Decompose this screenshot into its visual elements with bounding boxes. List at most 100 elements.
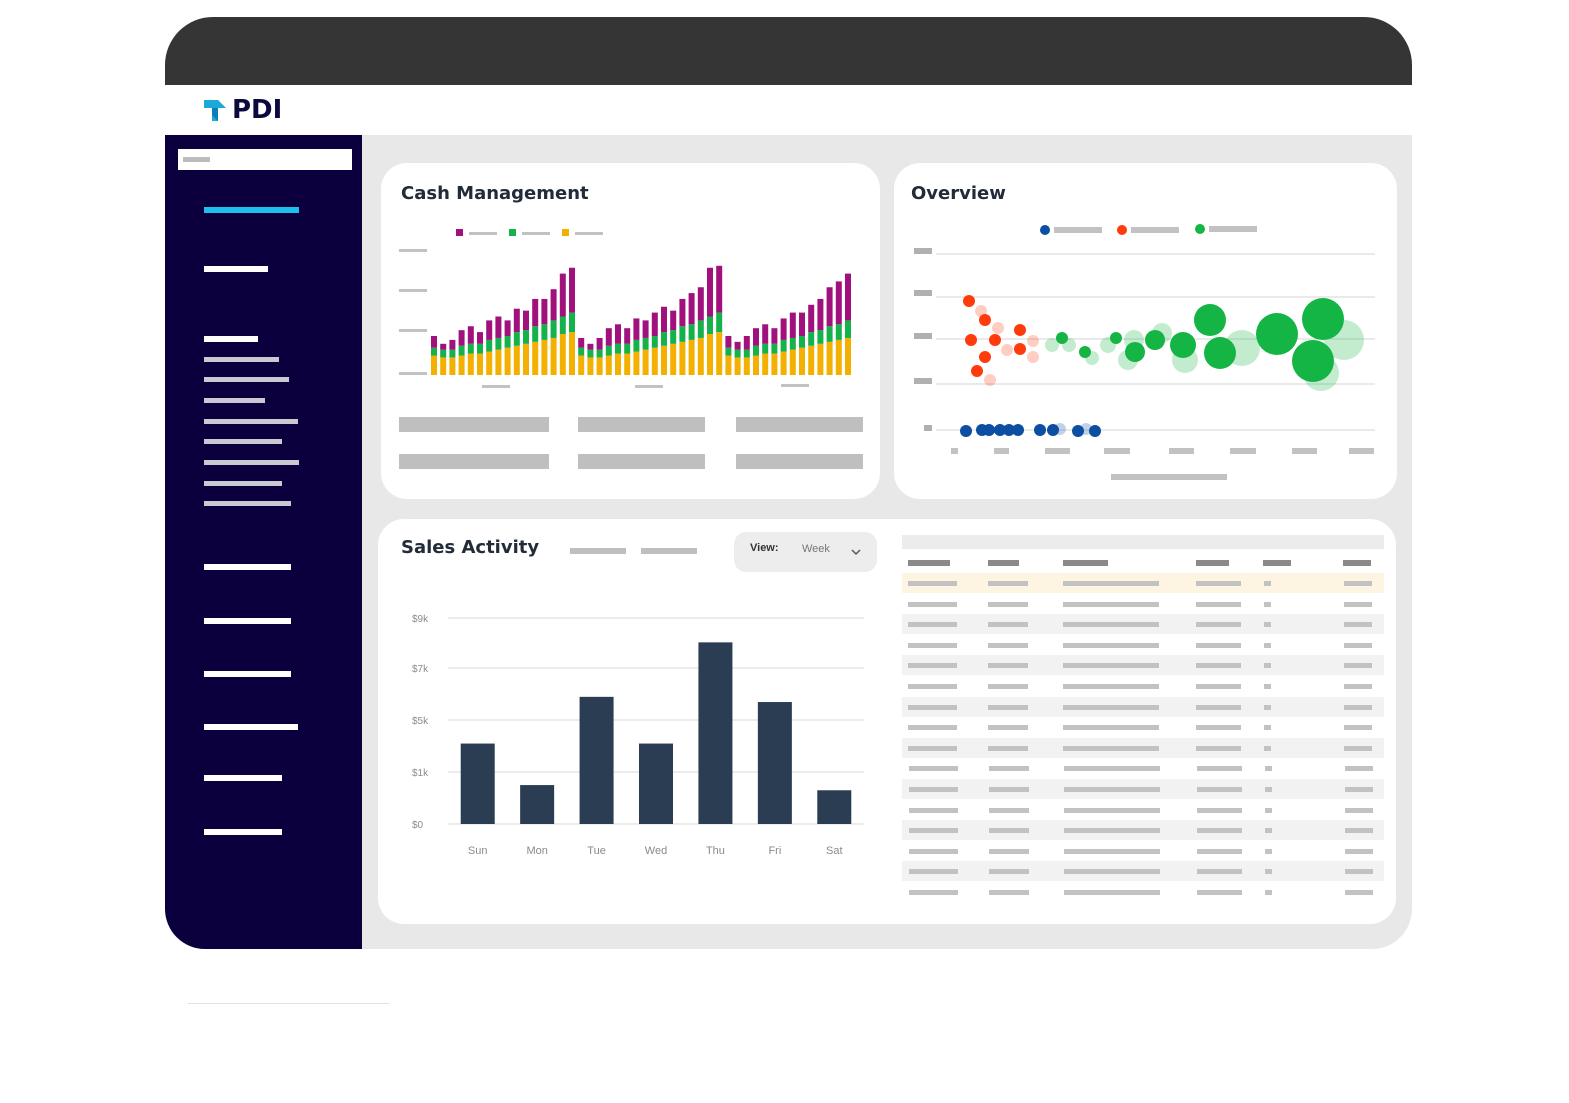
bubble (1204, 337, 1236, 369)
table-row[interactable] (902, 820, 1384, 841)
table-cell (989, 848, 1029, 854)
table-cell (1264, 745, 1271, 751)
table-cell (1345, 828, 1373, 834)
table-row[interactable] (902, 799, 1384, 820)
sidebar-item[interactable] (204, 829, 282, 835)
table-row[interactable] (902, 614, 1384, 635)
table-cell (1344, 684, 1372, 689)
sidebar-item[interactable] (204, 564, 291, 570)
table-row[interactable] (902, 655, 1384, 676)
sidebar-item[interactable] (204, 775, 282, 781)
bar-segment (458, 330, 465, 346)
bar-segment (743, 336, 750, 350)
bar-segment (780, 339, 787, 352)
bar-segment (504, 320, 511, 336)
bar-segment (743, 349, 750, 358)
filter-tab[interactable] (570, 548, 626, 554)
bar-segment (550, 337, 557, 375)
table-row[interactable] (902, 634, 1384, 655)
table-cell (1063, 745, 1159, 751)
x-tick-label: Thu (706, 845, 725, 857)
sidebar-item[interactable] (204, 724, 298, 730)
bar-segment (688, 293, 695, 325)
bar-segment (513, 345, 520, 375)
x-axis-ticks (951, 448, 1374, 480)
pdi-logo[interactable]: PDI (204, 95, 282, 125)
bar-segment (734, 349, 741, 358)
column-header[interactable] (1263, 560, 1291, 566)
table-cell (1196, 704, 1241, 710)
table-cell (1063, 725, 1159, 731)
column-header[interactable] (988, 560, 1019, 566)
bubble (971, 365, 983, 377)
table-cell (1196, 601, 1241, 607)
sidebar-item[interactable] (204, 266, 268, 272)
bar-segment (431, 347, 437, 356)
bar-segment (670, 310, 677, 331)
bar-segment (615, 343, 621, 354)
sidebar-subitem[interactable] (204, 460, 299, 465)
column-header[interactable] (1196, 560, 1229, 566)
bubble (1292, 340, 1334, 382)
bubble (1072, 425, 1084, 437)
bar-segment (808, 332, 815, 346)
view-select[interactable]: View: Week (734, 532, 877, 572)
table-row[interactable] (902, 758, 1384, 779)
table-cell (1264, 684, 1271, 689)
table-cell (988, 642, 1028, 648)
legend-swatch (1195, 224, 1205, 234)
table-row[interactable] (902, 861, 1384, 882)
column-header[interactable] (908, 560, 950, 566)
table-row[interactable] (902, 717, 1384, 738)
sidebar-subitem[interactable] (204, 501, 291, 506)
sidebar-item[interactable] (204, 671, 291, 677)
table-cell (1265, 828, 1272, 834)
table-row[interactable] (902, 737, 1384, 758)
sidebar-subitem[interactable] (204, 357, 279, 362)
x-axis-title (1111, 474, 1227, 480)
table-row[interactable] (902, 779, 1384, 799)
table-cell (1345, 869, 1373, 875)
bar-segment (734, 357, 741, 375)
table-cell (908, 622, 957, 628)
bar-segment (550, 320, 557, 338)
table-row[interactable] (902, 696, 1384, 717)
sidebar-subitem[interactable] (204, 481, 282, 486)
filter-tab[interactable] (641, 548, 697, 554)
sidebar-subitem[interactable] (204, 419, 298, 424)
bar-segment (578, 355, 585, 375)
table-cell (1063, 704, 1159, 710)
summary-metric (578, 417, 705, 432)
table-cell (1063, 663, 1159, 669)
table-row[interactable] (902, 593, 1384, 614)
x-tick-label (781, 384, 809, 387)
table-cell (1064, 848, 1160, 854)
table-row[interactable] (902, 573, 1384, 593)
search-input[interactable] (178, 149, 352, 170)
table-row[interactable] (902, 840, 1384, 861)
table-cell (1265, 848, 1272, 854)
bar-segment (697, 287, 704, 321)
bar-segment (440, 357, 447, 375)
sidebar-subitem[interactable] (204, 439, 282, 444)
column-header[interactable] (1063, 560, 1108, 566)
sidebar-subitem[interactable] (204, 398, 265, 403)
bubble (983, 424, 995, 436)
bubble (1170, 332, 1196, 358)
sidebar-subitem[interactable] (204, 377, 289, 382)
table-row[interactable] (902, 676, 1384, 696)
y-tick-label (914, 290, 932, 296)
bar-segment (513, 308, 520, 333)
column-header[interactable] (1343, 560, 1371, 566)
y-tick-label: $5k (412, 716, 429, 727)
bubble (984, 374, 996, 386)
bubble (1001, 344, 1013, 356)
sidebar-section-header[interactable] (204, 336, 258, 342)
table-cell (908, 663, 957, 669)
sidebar-item-active[interactable] (204, 207, 299, 213)
bar-wed (639, 743, 673, 824)
bar-segment (569, 332, 575, 375)
sidebar-item[interactable] (204, 618, 291, 624)
bar-segment (495, 337, 502, 350)
table-row[interactable] (902, 882, 1384, 902)
